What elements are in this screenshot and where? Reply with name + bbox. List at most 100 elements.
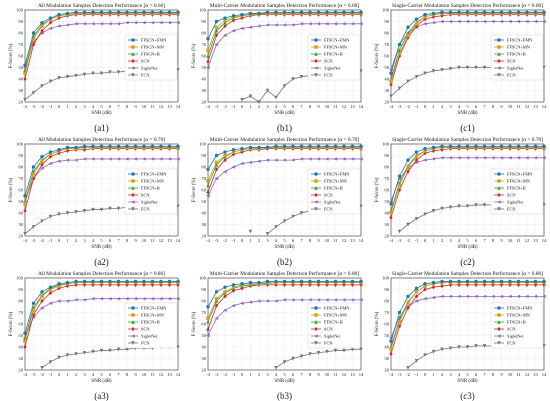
legend-label: FFSCN+FMN xyxy=(507,38,533,43)
data-point xyxy=(206,48,210,52)
x-tick-label: 13 xyxy=(533,372,538,377)
data-point xyxy=(57,282,61,286)
y-tick-label: 40 xyxy=(384,211,389,216)
data-point xyxy=(448,205,453,210)
panel-6: Single-Carrier Modulation Samples Detect… xyxy=(375,136,547,267)
legend-label: FCN xyxy=(141,73,150,78)
data-point xyxy=(516,19,521,24)
x-tick-label: 6 xyxy=(475,104,478,109)
data-point xyxy=(82,351,87,355)
data-point xyxy=(448,19,453,24)
data-point xyxy=(542,10,546,14)
data-point xyxy=(74,158,78,162)
data-point xyxy=(325,298,329,302)
legend-marker xyxy=(314,306,318,310)
legend-marker xyxy=(131,341,135,345)
y-tick-label: 90 xyxy=(201,19,206,24)
data-point xyxy=(350,10,355,14)
legend-label: SCN xyxy=(324,327,333,332)
x-tick-label: 1 xyxy=(66,372,69,377)
legend-marker xyxy=(314,313,318,317)
data-point xyxy=(525,19,529,24)
y-tick-label: 60 xyxy=(201,188,206,193)
x-tick-label: 11 xyxy=(150,238,155,243)
y-tick-label: 70 xyxy=(201,310,206,315)
y-tick-label: 80 xyxy=(18,165,23,170)
data-point xyxy=(125,347,129,352)
data-point xyxy=(316,157,321,161)
data-point xyxy=(359,10,363,14)
data-point xyxy=(440,283,444,289)
x-tick-label: 10 xyxy=(508,372,513,377)
y-tick-label: 90 xyxy=(384,287,389,292)
x-tick-label: -1 xyxy=(49,104,54,109)
data-point xyxy=(414,290,419,294)
data-point xyxy=(223,153,227,158)
data-point xyxy=(116,279,121,284)
data-point xyxy=(542,19,546,24)
x-tick-label: -4 xyxy=(206,104,211,109)
data-point xyxy=(65,11,70,16)
data-point xyxy=(206,190,210,195)
data-point xyxy=(214,160,219,165)
legend-marker xyxy=(131,192,135,198)
x-tick-label: 14 xyxy=(542,238,547,243)
data-point xyxy=(48,152,53,157)
data-point xyxy=(448,282,453,287)
data-point xyxy=(397,174,402,178)
data-point xyxy=(176,297,180,301)
data-point xyxy=(82,157,87,161)
legend-marker xyxy=(131,306,135,310)
data-point xyxy=(31,301,36,305)
data-point xyxy=(240,146,244,151)
legend-marker xyxy=(314,192,318,198)
data-point xyxy=(150,157,155,161)
data-point xyxy=(333,144,338,148)
x-tick-label: 13 xyxy=(167,372,172,377)
data-point xyxy=(299,211,304,215)
data-point xyxy=(40,298,44,304)
y-tick-label: 60 xyxy=(18,54,23,59)
legend: FFSCN+FMN FFSCN+MN FFSCN+R SCN SigletNet FCN xyxy=(124,168,178,215)
data-point xyxy=(40,306,44,310)
data-point xyxy=(31,31,36,35)
data-point xyxy=(499,294,504,299)
data-point xyxy=(533,10,538,14)
data-point xyxy=(223,290,227,294)
x-tick-label: 7 xyxy=(483,372,486,377)
legend-label: SigletNet xyxy=(507,200,524,205)
data-point xyxy=(91,207,95,212)
data-point xyxy=(125,279,129,284)
x-tick-label: 9 xyxy=(317,104,320,109)
y-tick-label: 30 xyxy=(18,222,23,227)
data-point xyxy=(542,282,546,287)
data-point xyxy=(316,279,321,284)
data-point xyxy=(257,280,261,285)
data-point xyxy=(499,19,504,24)
x-tick-label: 9 xyxy=(134,104,137,109)
x-tick-label: 1 xyxy=(249,104,252,109)
data-point xyxy=(542,203,546,207)
data-point xyxy=(457,282,461,287)
data-point xyxy=(440,10,444,14)
data-point xyxy=(214,176,219,181)
data-point xyxy=(491,279,495,284)
legend: FFSCN+FMN FFSCN+MN FFSCN+R SCN SigletNet FCN xyxy=(307,34,361,81)
data-point xyxy=(533,156,538,160)
data-point xyxy=(40,162,44,167)
y-tick-label: 90 xyxy=(201,287,206,292)
y-tick-label: 70 xyxy=(201,42,206,47)
data-point xyxy=(474,294,478,299)
y-tick-label: 80 xyxy=(201,299,206,304)
y-tick-label: 40 xyxy=(384,345,389,350)
data-point xyxy=(325,144,329,148)
data-point xyxy=(159,279,163,284)
x-tick-label: 13 xyxy=(350,238,355,243)
data-point xyxy=(299,354,304,359)
data-point xyxy=(414,158,419,163)
data-point xyxy=(206,167,210,171)
data-point xyxy=(325,279,329,284)
panel-label: (c3) xyxy=(460,391,475,401)
data-point xyxy=(414,24,419,29)
data-point xyxy=(465,19,470,24)
